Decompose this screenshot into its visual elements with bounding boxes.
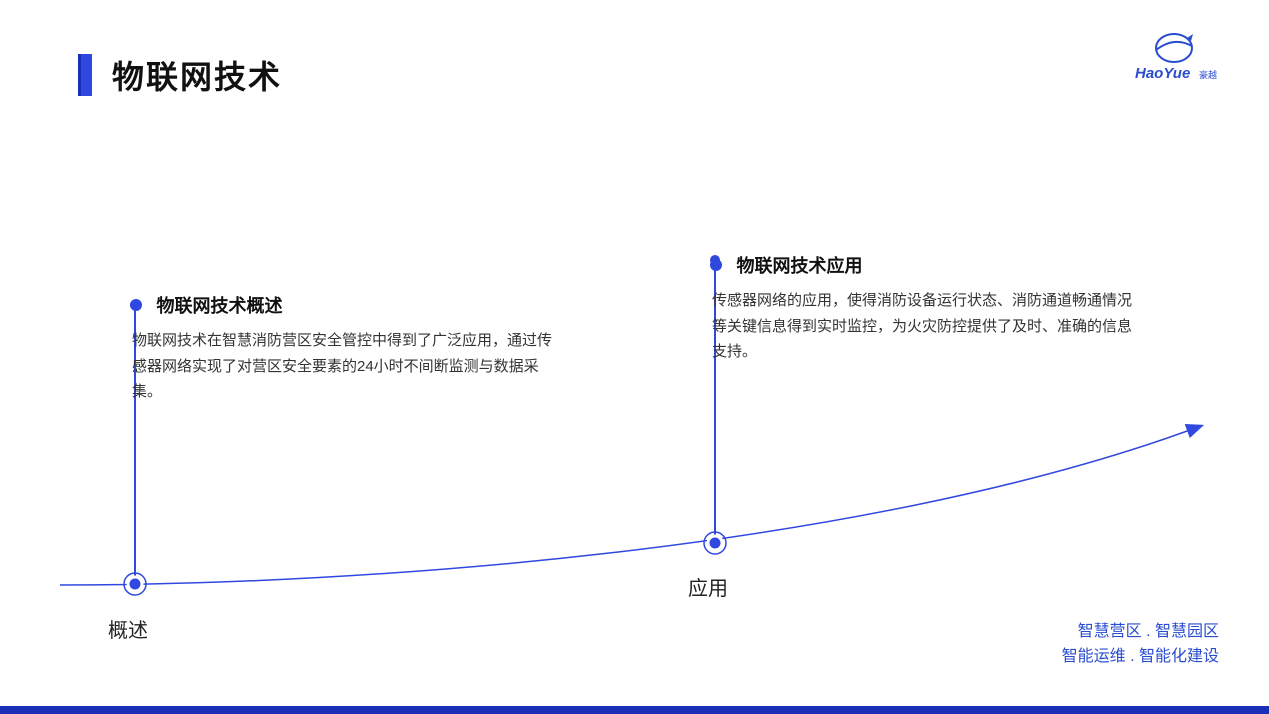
brand-logo: HaoYue 豪越: [1129, 30, 1219, 93]
callout-title-application: 物联网技术应用: [736, 252, 862, 278]
logo-text: HaoYue: [1135, 65, 1190, 82]
footer-line-1: 智慧营区 . 智慧园区: [1062, 619, 1219, 645]
trend-curve: [60, 430, 1190, 585]
callout-body-application: 传感器网络的应用，使得消防设备运行状态、消防通道畅通情况等关键信息得到实时监控，…: [712, 288, 1140, 365]
logo-subtext: 豪越: [1199, 69, 1217, 80]
footer-line-2: 智能运维 . 智能化建设: [1062, 644, 1219, 670]
bottom-strip: [0, 706, 1269, 714]
curve-svg: [60, 400, 1210, 620]
axis-label-overview: 概述: [108, 614, 148, 643]
node-dot: [708, 536, 722, 550]
node-dot: [128, 577, 142, 591]
logo-icon: HaoYue 豪越: [1129, 30, 1219, 88]
title-bar: 物联网技术: [78, 52, 282, 98]
page-title: 物联网技术: [112, 52, 282, 98]
callout-application: 物联网技术应用 传感器网络的应用，使得消防设备运行状态、消防通道畅通情况等关键信…: [710, 252, 1140, 365]
bullet-icon: [130, 299, 142, 311]
bullet-icon: [710, 259, 722, 271]
slide: 物联网技术 HaoYue 豪越 概述 应用 物联网技术概述 物联网技术在智慧消防…: [0, 0, 1269, 714]
callout-body-overview: 物联网技术在智慧消防营区安全管控中得到了广泛应用，通过传感器网络实现了对营区安全…: [132, 328, 560, 405]
callout-overview: 物联网技术概述 物联网技术在智慧消防营区安全管控中得到了广泛应用，通过传感器网络…: [130, 292, 560, 405]
title-accent-bar: [78, 54, 92, 96]
axis-label-application: 应用: [688, 572, 728, 601]
callout-title-overview: 物联网技术概述: [156, 292, 282, 318]
footer: 智慧营区 . 智慧园区 智能运维 . 智能化建设: [1062, 619, 1219, 670]
curve-chart: [60, 400, 1210, 620]
